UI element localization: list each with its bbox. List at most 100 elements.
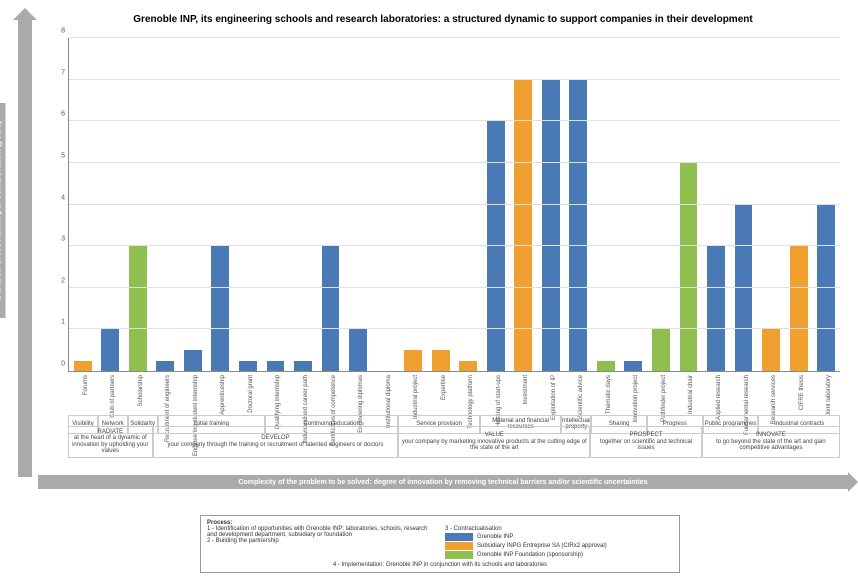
bar-slot: CIFRE thesis xyxy=(785,38,813,371)
gridline xyxy=(69,245,840,246)
bar xyxy=(267,361,285,371)
bar-label: Doctoral grant xyxy=(248,375,254,413)
bar-label: Industrial chair xyxy=(688,375,694,414)
bar xyxy=(432,350,450,371)
chart-container: Grenoble INP, its engineering schools an… xyxy=(38,10,848,482)
bar xyxy=(597,361,615,371)
bar xyxy=(514,80,532,371)
bar xyxy=(156,361,174,371)
y-tick: 0 xyxy=(61,361,65,368)
bar-label: Applied research xyxy=(716,375,722,420)
bar-slot: Hosting of start-ups xyxy=(482,38,510,371)
bar xyxy=(294,361,312,371)
bar-label: Thematic days xyxy=(606,375,612,414)
x-axis-label-bar: Complexity of the problem to be solved: … xyxy=(38,475,848,489)
category-cell: INNOVATE to go beyond the state of the a… xyxy=(702,426,840,458)
gridline xyxy=(69,120,840,121)
bar xyxy=(569,80,587,371)
legend-item: Grenoble INP Foundation (sponsorship) xyxy=(445,551,673,559)
y-tick: 2 xyxy=(61,277,65,284)
bar-label: Apprenticeship xyxy=(220,375,226,415)
gridline xyxy=(69,79,840,80)
bar-slot: Forums xyxy=(69,38,97,371)
bar xyxy=(349,329,367,371)
bar-label: Expertise xyxy=(441,375,447,400)
gridline xyxy=(69,162,840,163)
bar-slot: Qualifying internship xyxy=(262,38,290,371)
bar-label: Industrial project xyxy=(413,375,419,419)
bar-label: Exploitation of IP xyxy=(551,375,557,420)
bar xyxy=(101,329,119,371)
bar-slot: Individualised career path xyxy=(289,38,317,371)
bar-slot: Research services xyxy=(757,38,785,371)
bar xyxy=(542,80,560,371)
bar-label: CIFRE thesis xyxy=(799,375,805,410)
bar-label: Scholarship xyxy=(138,375,144,406)
legend-mid-text: 3 - Contractualisation xyxy=(445,526,673,532)
bar-slot: Fundamental research xyxy=(730,38,758,371)
bar-slot: Scholarship xyxy=(124,38,152,371)
x-axis-label: Complexity of the problem to be solved: … xyxy=(238,479,647,486)
bar xyxy=(404,350,422,371)
category-cell: VALUE your company by marketing innovati… xyxy=(398,426,590,458)
legend-series: Grenoble INP Subsidiary INPG Entreprise S… xyxy=(445,533,673,559)
bar-slot: Doctoral grant xyxy=(234,38,262,371)
bar-slot: Technology platform xyxy=(454,38,482,371)
y-tick: 8 xyxy=(61,28,65,35)
legend-left-text: 1 - Identification of opportunities with… xyxy=(207,526,435,544)
y-tick: 5 xyxy=(61,152,65,159)
bar-label: Investment xyxy=(523,375,529,404)
bar-slot: Expertise xyxy=(427,38,455,371)
y-axis-arrow xyxy=(18,18,32,477)
gridline xyxy=(69,204,840,205)
bar-label: Scientific advice xyxy=(578,375,584,418)
category-cell: RADIATE at the heart of a dynamic of inn… xyxy=(68,426,153,458)
bar-slot: Certificates of competence xyxy=(317,38,345,371)
bar xyxy=(74,361,92,371)
bar-slot: Institutional diploma xyxy=(372,38,400,371)
category-cell: PROSPECT together on scientific and tech… xyxy=(590,426,701,458)
y-axis-label: Duration of resolution per collaboration… xyxy=(0,102,6,317)
bar xyxy=(129,246,147,371)
legend-swatch xyxy=(445,542,473,550)
bar xyxy=(707,246,725,371)
gridline xyxy=(69,37,840,38)
bar-slot: Applied research xyxy=(702,38,730,371)
bar xyxy=(790,246,808,371)
y-tick: 4 xyxy=(61,194,65,201)
bar-label: Club of partners xyxy=(110,375,116,418)
legend-label: Subsidiary INPG Entreprise SA (CIRx2 app… xyxy=(477,543,607,549)
bar-slot: Industrial chair xyxy=(675,38,703,371)
legend-label: Grenoble INP xyxy=(477,534,513,540)
bar-slot: Exploitation of IP xyxy=(537,38,565,371)
bar xyxy=(459,361,477,371)
y-tick: 3 xyxy=(61,236,65,243)
legend-item: Grenoble INP xyxy=(445,533,673,541)
legend-item: Subsidiary INPG Entreprise SA (CIRx2 app… xyxy=(445,542,673,550)
legend-label: Grenoble INP Foundation (sponsorship) xyxy=(477,552,583,558)
y-tick: 6 xyxy=(61,111,65,118)
bar-slot: Engineering student internship xyxy=(179,38,207,371)
bar xyxy=(680,163,698,371)
bar-slot: Innovation project xyxy=(620,38,648,371)
bar xyxy=(762,329,780,371)
bar-slot: Pathfinder project xyxy=(647,38,675,371)
bar xyxy=(322,246,340,371)
legend-swatch xyxy=(445,533,473,541)
bar-slot: Recruitment of engineers xyxy=(152,38,180,371)
bar-slot: Industrial project xyxy=(399,38,427,371)
plot-area: ForumsClub of partnersScholarshipRecruit… xyxy=(68,38,840,372)
category-cell: DEVELOP your company through the trainin… xyxy=(153,426,399,458)
chart-title: Grenoble INP, its engineering schools an… xyxy=(38,10,848,29)
gridline xyxy=(69,287,840,288)
category-row-level2: RADIATE at the heart of a dynamic of inn… xyxy=(68,426,840,458)
legend-bottom-text: 4 - Implementation: Grenoble INP in conj… xyxy=(207,562,673,568)
bar xyxy=(184,350,202,371)
bar-slot: Thematic days xyxy=(592,38,620,371)
bar-slot: Investment xyxy=(510,38,538,371)
legend-swatch xyxy=(445,551,473,559)
bar-slot: Engineering diplomas xyxy=(344,38,372,371)
bar xyxy=(735,205,753,372)
bar-slot: Scientific advice xyxy=(565,38,593,371)
bar-label: Joint laboratory xyxy=(826,375,832,416)
